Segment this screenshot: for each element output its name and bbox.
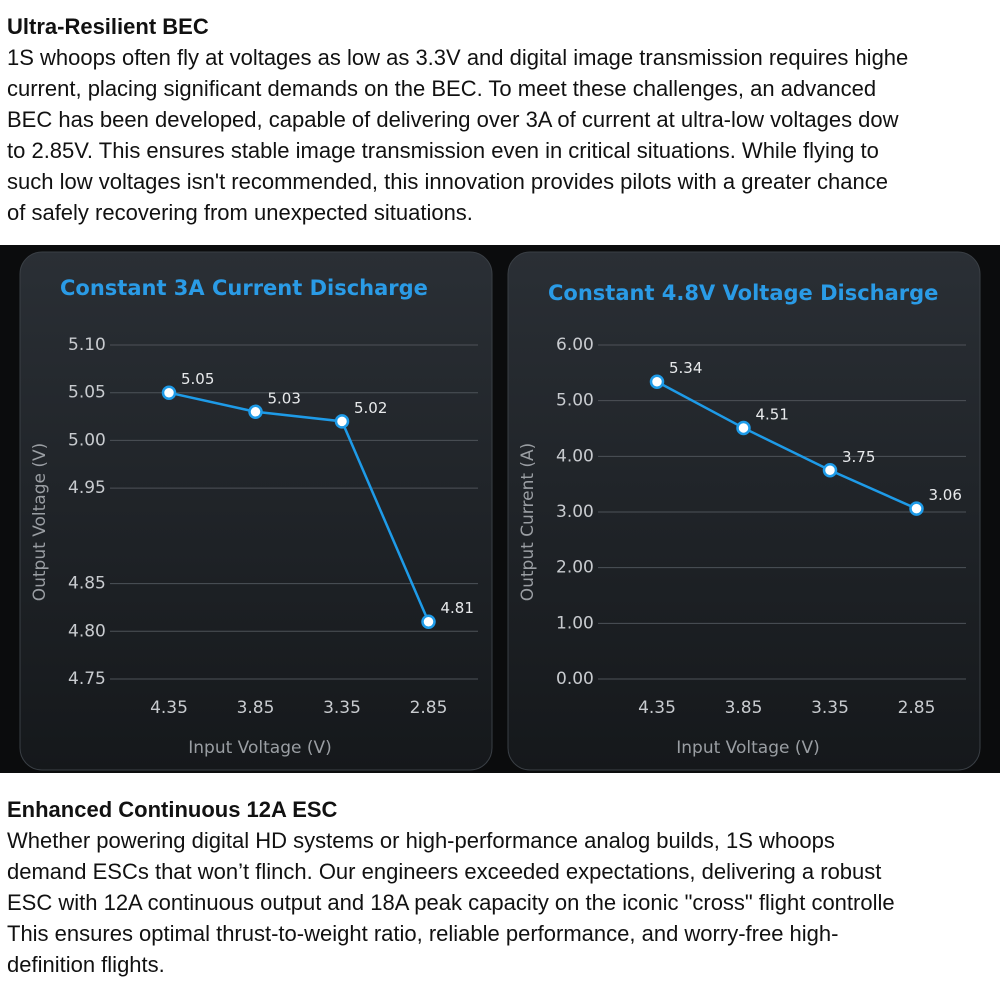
series-line	[168, 391, 430, 623]
data-label: 5.02	[354, 399, 387, 417]
chart-title: Constant 3A Current Discharge	[60, 276, 428, 300]
x-tick-label: 3.85	[725, 698, 763, 718]
data-point	[334, 414, 350, 429]
panel	[19, 251, 493, 771]
data-label: 5.05	[181, 370, 214, 388]
x-tick-label: 3.35	[323, 698, 361, 718]
data-point	[736, 420, 751, 436]
data-label: 4.51	[756, 405, 789, 423]
x-tick-label: 3.35	[811, 698, 849, 718]
x-tick-label: 2.85	[410, 698, 448, 718]
y-axis-label: Output Voltage (V)	[30, 443, 50, 602]
data-label: 5.03	[268, 389, 301, 407]
y-tick-label: 0.00	[556, 669, 594, 689]
x-tick-label: 4.35	[638, 698, 676, 718]
y-axis-label: Output Current (A)	[518, 443, 538, 602]
chart-title: Constant 4.8V Voltage Discharge	[548, 281, 938, 305]
text-line: ESC with 12A continuous output and 18A p…	[7, 890, 895, 915]
section: Enhanced Continuous 12A ESC Whether powe…	[7, 794, 1000, 980]
data-point	[248, 404, 263, 420]
data-point	[822, 463, 838, 478]
panel	[507, 251, 981, 771]
charts-image: Constant 3A Current Discharge 5.10 5.05 5.0…	[0, 245, 1000, 773]
text-line: This ensures optimal thrust-to-weight ra…	[7, 921, 839, 946]
x-tick-label: 3.85	[237, 698, 275, 718]
x-tick-label: 4.35	[150, 698, 188, 718]
y-tick-label: 3.00	[556, 502, 594, 522]
y-tick-label: 5.00	[68, 430, 106, 450]
data-label: 4.81	[441, 599, 474, 617]
text-line: Whether powering digital HD systems or h…	[7, 828, 835, 853]
text-line: of safely recovering from unexpected sit…	[7, 200, 473, 225]
data-label: 3.75	[842, 448, 875, 466]
y-tick-label: 5.10	[68, 335, 106, 355]
y-tick-label: 5.05	[68, 383, 106, 403]
data-point	[909, 501, 924, 516]
text-line: definition flights.	[7, 952, 165, 977]
y-tick-label: 6.00	[556, 335, 594, 355]
data-point	[161, 385, 177, 400]
text-line: BEC has been developed, capable of deliv…	[7, 107, 899, 132]
text-line: to 2.85V. This ensures stable image tran…	[7, 138, 879, 163]
x-tick-label: 2.85	[898, 698, 936, 718]
data-point	[649, 374, 665, 389]
text-line: 1S whoops often fly at voltages as low a…	[7, 45, 909, 70]
y-tick-label: 4.95	[68, 478, 106, 498]
y-tick-label: 4.85	[68, 574, 106, 594]
data-point	[421, 614, 436, 629]
y-tick-label: 1.00	[556, 613, 594, 633]
heading: Enhanced Continuous 12A ESC	[7, 797, 338, 822]
text-line: current, placing significant demands on …	[7, 76, 877, 101]
section: Ultra-Resilient BEC 1S whoops often fly …	[7, 11, 1000, 228]
y-tick-label: 4.80	[68, 621, 106, 641]
y-tick-label: 4.75	[68, 669, 106, 689]
y-tick-label: 2.00	[556, 558, 594, 578]
heading: Ultra-Resilient BEC	[7, 14, 209, 39]
text-line: such low voltages isn't recommended, thi…	[7, 169, 888, 194]
series-line	[656, 380, 918, 510]
text-line: demand ESCs that won’t flinch. Our engin…	[7, 859, 882, 884]
x-axis-label: Input Voltage (V)	[188, 738, 332, 758]
y-tick-label: 5.00	[556, 391, 594, 411]
data-label: 3.06	[929, 486, 962, 504]
x-axis-label: Input Voltage (V)	[676, 738, 820, 758]
y-tick-label: 4.00	[556, 446, 594, 466]
data-label: 5.34	[669, 359, 702, 377]
